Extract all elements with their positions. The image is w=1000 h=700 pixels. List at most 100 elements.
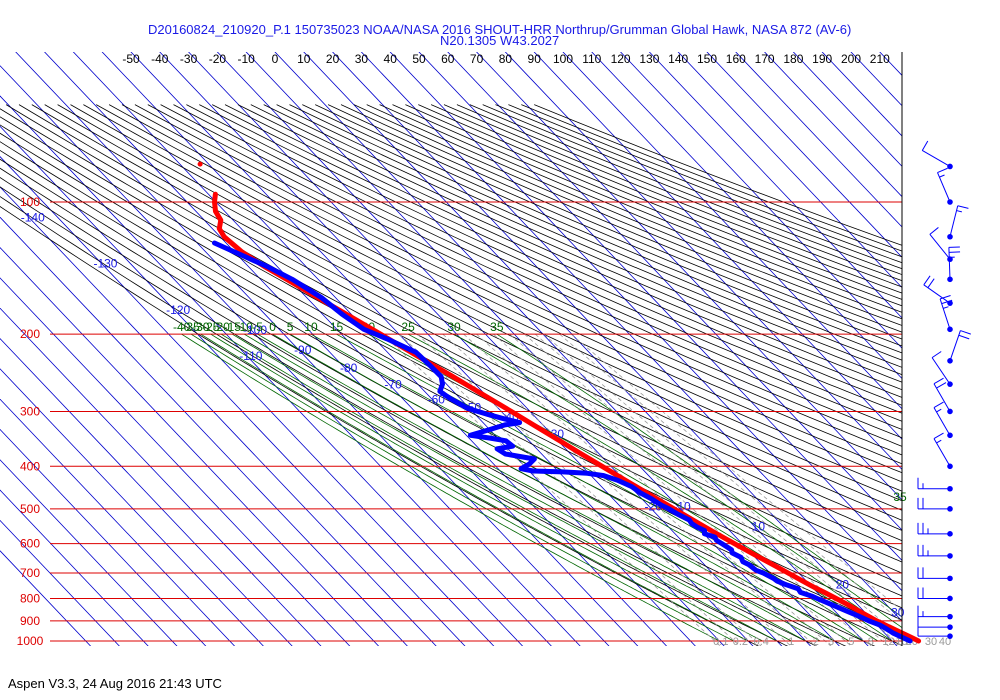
isotherm-line <box>735 52 902 228</box>
moist-adiabat-line <box>220 333 778 642</box>
temperature-tick-label: 140 <box>668 52 688 66</box>
dry-adiabat-line <box>0 167 876 646</box>
wind-barb-feather <box>933 377 944 385</box>
isotherm-line <box>0 246 380 646</box>
isotherm-line <box>0 186 437 646</box>
isotherm-line <box>821 52 902 137</box>
isotherm-line <box>957 42 1000 656</box>
wind-barb-station <box>947 432 953 439</box>
temperature-tick-label: 10 <box>297 52 311 66</box>
isotherm-label: -90 <box>294 343 312 357</box>
wind-barb <box>917 625 953 639</box>
isotherm-line <box>562 52 902 410</box>
dry-adiabat-line <box>134 104 902 465</box>
dry-adiabat-line <box>5 104 902 563</box>
isotherm-line <box>245 52 812 646</box>
wind-barb <box>939 295 953 333</box>
wind-barb-staff <box>929 234 951 260</box>
isotherm-label: -120 <box>166 303 190 317</box>
dewpoint-profile <box>212 240 913 644</box>
isotherm-line <box>899 42 1000 656</box>
wind-barb-station <box>947 381 953 387</box>
moist-adiabat-label: -35 <box>182 320 200 334</box>
wind-barb-staff <box>937 172 951 203</box>
temperature-tick-label: 160 <box>726 52 746 66</box>
moist-adiabat-label: -20 <box>213 320 231 334</box>
temperature-tick-label: -40 <box>151 52 169 66</box>
pressure-tick-label: 700 <box>20 566 40 580</box>
temperature-tick-label: 110 <box>582 52 601 66</box>
mixing-ratio-label: 30 <box>925 636 937 648</box>
pressure-tick-label: 800 <box>20 591 40 605</box>
isotherm-line <box>44 52 610 646</box>
mixing-ratio-line <box>559 333 902 623</box>
dry-adiabat-line <box>31 104 902 542</box>
temperature-tick-label: 210 <box>870 52 890 66</box>
dry-adiabat-line <box>0 124 902 597</box>
temperature-tick-label: 90 <box>528 52 542 66</box>
moist-adiabat-label: -30 <box>192 320 210 334</box>
isotherm-line <box>0 95 524 646</box>
dry-adiabat-line <box>0 108 902 574</box>
wind-barb <box>917 477 953 492</box>
temperature-tick-label: 170 <box>755 52 775 66</box>
dry-adiabat-line <box>276 104 902 376</box>
wind-barb-feather <box>957 205 969 209</box>
wind-barb <box>917 544 953 559</box>
wind-barb <box>947 205 969 240</box>
wind-barb <box>937 167 953 205</box>
isotherm-line <box>0 519 120 646</box>
isotherm-line <box>476 52 902 501</box>
moist-adiabat-line <box>232 333 792 642</box>
wind-barb-staff <box>949 205 959 237</box>
mixing-ratio-line <box>509 333 872 646</box>
isotherm-line <box>986 42 1000 656</box>
wind-barb <box>933 377 953 415</box>
isotherm-line <box>0 156 466 646</box>
dry-adiabat-line <box>0 116 902 585</box>
dry-adiabat-line <box>121 104 902 474</box>
dry-adiabat-line <box>0 176 847 646</box>
isotherm-line <box>0 368 264 646</box>
mixing-ratio-label: 12 <box>882 636 894 648</box>
mixing-ratio-line <box>476 333 832 646</box>
wind-barb <box>917 605 953 620</box>
wind-barb-feather <box>936 382 947 389</box>
dry-adiabat-line <box>173 104 902 439</box>
temperature-tick-label: -10 <box>238 52 256 66</box>
mixing-ratio-label: 40 <box>939 636 951 648</box>
moist-adiabat-label-edge: 35 <box>893 490 907 504</box>
isotherm-label: -80 <box>340 361 358 375</box>
moist-adiabat-label: -25 <box>202 320 220 334</box>
temperature-tick-label: 200 <box>841 52 861 66</box>
dry-adiabat-line <box>18 104 902 552</box>
isotherm-line <box>72 52 639 646</box>
moist-adiabat-label: 25 <box>401 320 415 334</box>
isotherm-line <box>648 52 902 319</box>
isotherm-line <box>504 52 902 471</box>
wind-barb-staff <box>923 284 951 304</box>
wind-barb-feather <box>941 299 953 305</box>
temperature-tick-label: -50 <box>122 52 140 66</box>
wind-barb-feather <box>936 408 942 413</box>
isotherm-label: -60 <box>428 393 446 407</box>
wind-barb <box>923 275 953 306</box>
chart-subtitle: N20.1305 W43.2027 <box>440 33 560 48</box>
temperature-tick-label: 40 <box>384 52 398 66</box>
pressure-tick-label: 900 <box>20 614 40 628</box>
temperature-tick-label: 70 <box>470 52 484 66</box>
dry-adiabat-line <box>212 104 902 414</box>
dry-adiabat-line <box>0 132 902 609</box>
isotherm-label: 10 <box>752 519 766 533</box>
temperature-profile <box>212 191 922 644</box>
mixing-ratio-label: 0.4 <box>754 636 769 648</box>
moist-adiabat-label: 15 <box>330 320 344 334</box>
footer-text: Aspen V3.3, 24 Aug 2016 21:43 UTC <box>8 676 222 691</box>
isotherm-line <box>928 42 1000 656</box>
moist-adiabat-label: -15 <box>224 320 242 334</box>
wind-barb <box>933 432 953 470</box>
dry-adiabat-line <box>289 104 902 368</box>
wind-barb <box>933 401 953 439</box>
isotherm-line <box>0 398 236 646</box>
mixing-ratio-line <box>399 333 741 646</box>
